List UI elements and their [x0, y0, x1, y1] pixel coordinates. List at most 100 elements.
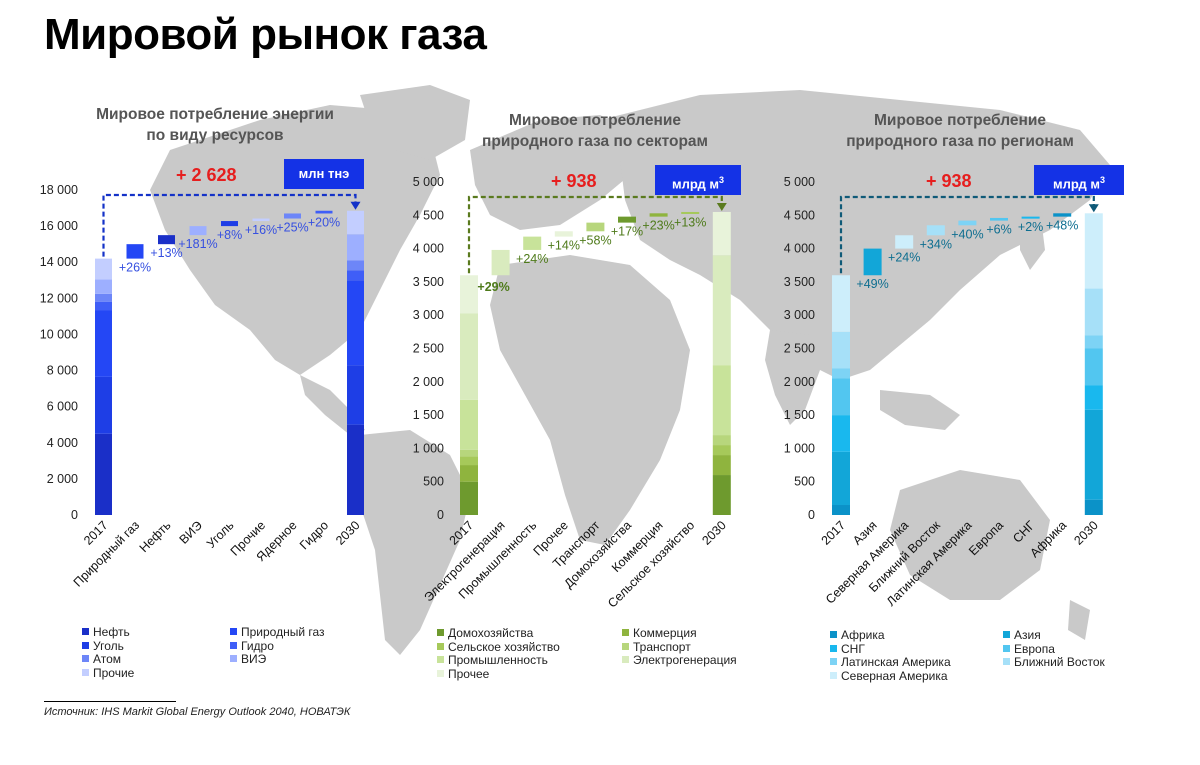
legend-swatch: [82, 628, 89, 635]
legend-item: ВИЭ: [230, 652, 266, 666]
bar-2017-segment: [460, 456, 478, 466]
legend-swatch: [830, 631, 837, 638]
total-change-bracket: [102, 193, 357, 257]
y-tick-label: 8 000: [47, 364, 78, 378]
y-tick-label: 4 000: [413, 242, 444, 256]
y-tick-label: 5 000: [413, 175, 444, 189]
step-change-label: +24%: [516, 252, 548, 266]
step-change-label: +181%: [178, 237, 217, 251]
legend-item: Природный газ: [230, 625, 325, 639]
page-title: Мировой рынок газа: [44, 10, 487, 59]
legend-label: Африка: [841, 628, 885, 642]
category-label: 2017: [819, 518, 849, 548]
source-note: Источник: IHS Markit Global Energy Outlo…: [44, 706, 351, 718]
waterfall-step-bar: [554, 231, 573, 237]
y-tick-label: 0: [71, 508, 78, 522]
y-tick-label: 3 000: [413, 308, 444, 322]
step-change-label: +2%: [1018, 220, 1043, 234]
waterfall-step-bar: [315, 210, 333, 214]
legend-item: Латинская Америка: [830, 655, 951, 669]
map-africa: [490, 255, 690, 545]
bar-2017-segment: [832, 368, 850, 379]
chart3-unit-sup: 3: [1099, 175, 1105, 185]
bar-2017-segment: [460, 481, 478, 515]
y-tick-label: 16 000: [40, 219, 78, 233]
y-tick-label: 2 000: [47, 472, 78, 486]
bar-2030-segment: [712, 255, 731, 366]
waterfall-step-bar: [221, 221, 238, 227]
legend-item: Транспорт: [622, 640, 691, 654]
bar-2017-segment: [460, 399, 478, 450]
step-change-label: +8%: [217, 228, 242, 242]
legend-item: Уголь: [82, 639, 124, 653]
waterfall-step-bar: [586, 222, 605, 232]
y-tick-label: 6 000: [47, 400, 78, 414]
legend-swatch: [230, 655, 237, 662]
y-tick-label: 4 500: [784, 208, 815, 222]
bar-2017-segment: [832, 451, 850, 506]
legend-item: Прочие: [82, 666, 134, 680]
chart2-unit-box: млрд м3: [655, 165, 741, 195]
bar-2017-segment: [95, 433, 112, 515]
legend-swatch: [82, 668, 89, 676]
chart2-title: Мировое потребление природного газа по с…: [440, 110, 750, 152]
legend-swatch: [230, 628, 237, 635]
y-tick-label: 3 500: [413, 275, 444, 289]
bracket-arrowhead: [716, 202, 727, 211]
bar-2030-segment: [347, 260, 364, 271]
legend-swatch: [830, 644, 837, 652]
chart3-unit: млрд м: [1053, 176, 1100, 192]
bar-2030-segment: [1084, 348, 1103, 386]
chart3-title-line2: природного газа по регионам: [846, 133, 1074, 150]
step-change-label: +29%: [477, 280, 509, 294]
chart1-title: Мировое потребление энергии по виду ресу…: [60, 104, 370, 146]
y-tick-label: 14 000: [40, 255, 78, 269]
legend-label: Коммерция: [633, 626, 697, 640]
chart3-title-line1: Мировое потребление: [874, 112, 1046, 129]
legend-swatch: [230, 641, 237, 649]
bar-2030-segment: [712, 435, 731, 446]
chart1-legend: Нефть Природный газ Уголь Гидро Атом ВИЭ Прочи…: [82, 625, 402, 685]
legend-item: Промышленность: [437, 653, 548, 667]
legend-label: Гидро: [241, 638, 274, 653]
total-change-bracket: [467, 195, 723, 274]
y-tick-label: 0: [808, 508, 815, 522]
map-australia: [890, 470, 1050, 600]
bar-2017-segment: [95, 301, 112, 311]
legend-label: Азия: [1014, 628, 1041, 642]
y-tick-label: 1 500: [784, 408, 815, 422]
legend-item: Гидро: [230, 639, 274, 653]
bar-2017-segment: [832, 331, 850, 369]
map-north-america: [150, 105, 440, 375]
legend-swatch: [622, 656, 629, 663]
legend-label: ВИЭ: [241, 652, 267, 666]
legend-label: Северная Америка: [841, 668, 948, 683]
bar-2017-segment: [832, 415, 850, 452]
bar-2017-segment: [460, 449, 478, 457]
category-label: СНГ: [1010, 518, 1038, 546]
step-change-label: +48%: [1046, 219, 1078, 233]
bar-2017-segment: [832, 378, 850, 416]
waterfall-step-bar: [491, 249, 510, 276]
legend-swatch: [437, 669, 444, 677]
bar-2030-segment: [712, 455, 731, 476]
map-greenland: [360, 85, 470, 160]
step-change-label: +6%: [986, 223, 1011, 237]
y-tick-label: 2 500: [413, 342, 444, 356]
bracket-arrowhead: [350, 201, 361, 210]
legend-item: Электрогенерация: [622, 653, 737, 667]
y-tick-label: 4 500: [413, 208, 444, 222]
legend-label: Атом: [93, 652, 122, 666]
legend-swatch: [82, 655, 89, 662]
legend-label: Уголь: [93, 638, 124, 653]
waterfall-step-bar: [284, 213, 301, 219]
bar-2017-segment: [95, 310, 112, 377]
bar-2017-segment: [95, 293, 112, 302]
y-tick-label: 3 000: [784, 308, 815, 322]
map-asia: [600, 90, 1110, 380]
waterfall-step-bar: [990, 217, 1008, 221]
legend-item: Азия: [1003, 628, 1041, 642]
